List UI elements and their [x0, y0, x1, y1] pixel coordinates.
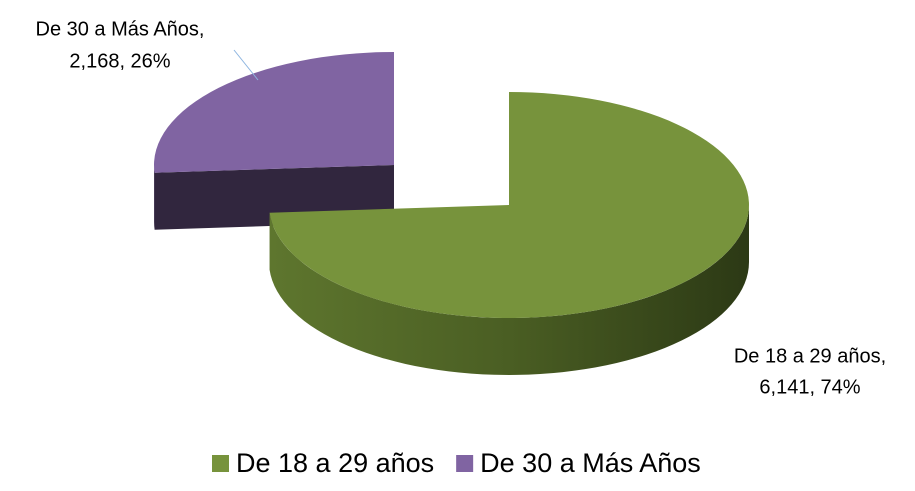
legend-swatch: [212, 455, 229, 472]
leader-line: [233, 49, 259, 81]
legend-label: De 18 a 29 años: [236, 448, 434, 478]
data-label: 2,168, 26%: [69, 50, 170, 72]
pie-slice: [154, 52, 394, 230]
data-label: De 18 a 29 años,: [734, 345, 886, 367]
legend-swatch: [456, 455, 474, 472]
slice-side: [269, 205, 749, 375]
pie-slice: [269, 92, 750, 375]
data-label: De 30 a Más Años,: [36, 18, 205, 40]
legend-label: De 30 a Más Años: [480, 448, 701, 478]
slice-side: [154, 165, 155, 230]
slice-top: [154, 52, 394, 173]
data-label: 6,141, 74%: [759, 376, 860, 398]
slice-top: [269, 92, 750, 318]
